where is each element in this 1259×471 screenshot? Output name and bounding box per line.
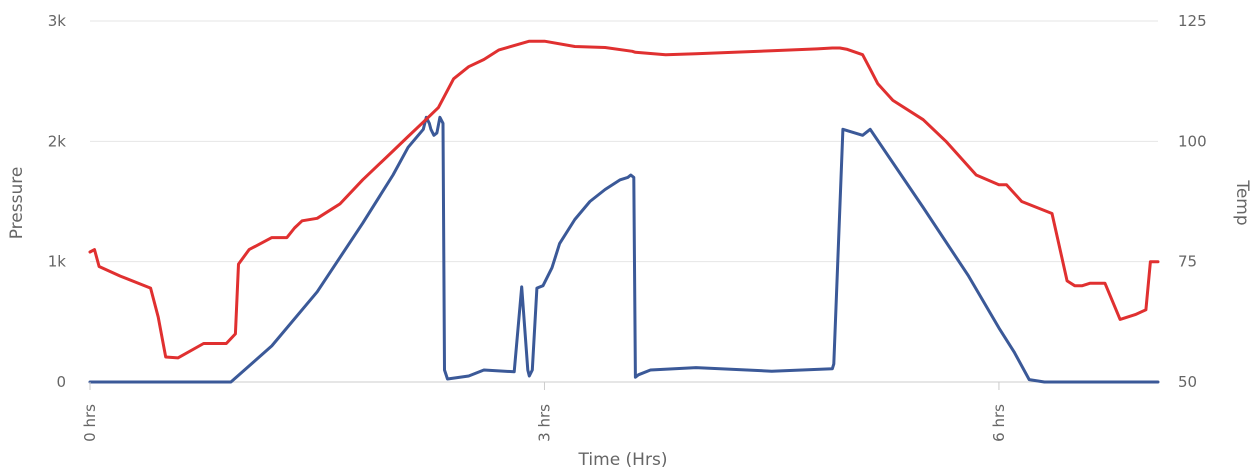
y-left-tick-label: 1k bbox=[48, 253, 67, 271]
y-right-tick-label: 100 bbox=[1178, 132, 1207, 150]
y-right-tick-label: 75 bbox=[1178, 253, 1197, 271]
x-axis-title: Time (Hrs) bbox=[578, 450, 668, 470]
x-tick-label: 6 hrs bbox=[990, 404, 1008, 442]
y-axis-left-title: Pressure bbox=[7, 167, 27, 240]
y-axis-right-title: Temp bbox=[1232, 179, 1252, 225]
y-left-tick-label: 0 bbox=[56, 373, 66, 391]
grid-lines bbox=[90, 20, 1158, 383]
y-left-tick-label: 3k bbox=[48, 12, 67, 30]
axes: 0 1k 2k 3k 50 75 100 125 0 hrs 3 hrs 6 hrs bbox=[48, 12, 1207, 442]
temp-series-line bbox=[88, 39, 1160, 360]
y-right-tick-label: 50 bbox=[1178, 373, 1197, 391]
x-tick-label: 0 hrs bbox=[81, 404, 99, 442]
y-left-tick-label: 2k bbox=[48, 132, 67, 150]
series-lines bbox=[88, 39, 1160, 384]
x-tick-label: 3 hrs bbox=[535, 404, 553, 442]
pressure-series-line bbox=[88, 115, 1160, 384]
y-right-tick-label: 125 bbox=[1178, 12, 1207, 30]
